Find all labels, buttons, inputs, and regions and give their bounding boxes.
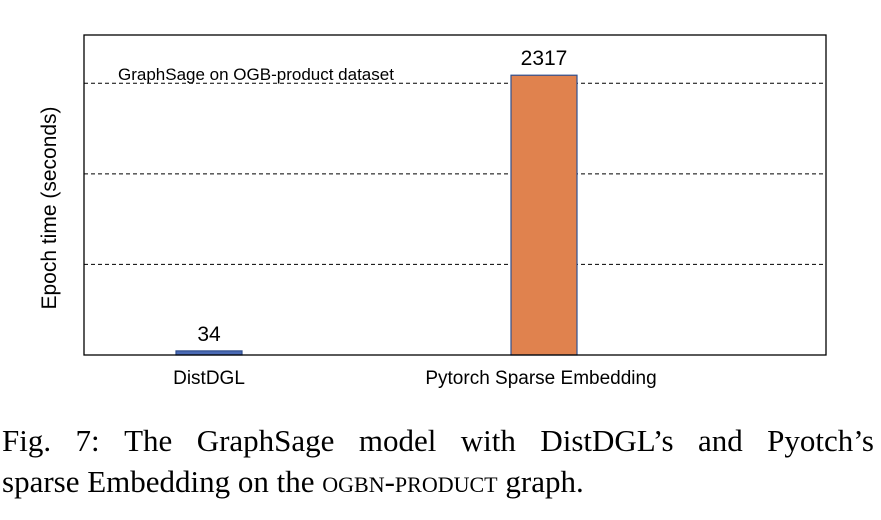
gridlines (84, 82, 826, 265)
caption-line-1: Fig. 7: The GraphSage model with DistDGL’s and P… (2, 420, 874, 461)
caption-word: DistDGL’s (540, 423, 674, 458)
category-label-1: DistDGL (173, 368, 245, 389)
caption-word: 7: (75, 423, 100, 458)
caption-word: Pyotch’s (767, 423, 874, 458)
caption-word: The (124, 423, 173, 458)
caption-word: Fig. (2, 423, 52, 458)
plot-frame (83, 34, 827, 356)
caption-line-2: sparse Embedding on the ogbn-product gra… (2, 461, 874, 502)
y-axis-label: Epoch time (seconds) (38, 106, 61, 309)
figure-caption: Fig. 7: The GraphSage model with DistDGL’s and P… (2, 420, 874, 502)
caption-dataset-name: ogbn-product (322, 464, 498, 499)
caption-text-before: sparse Embedding on the (2, 464, 323, 499)
caption-text-after: graph. (497, 464, 584, 499)
data-labels: 34 2317 (197, 47, 567, 346)
data-label-1: 34 (197, 323, 221, 346)
caption-word: GraphSage (196, 423, 335, 458)
bar-chart: GraphSage on OGB-product dataset Epoch t… (38, 34, 827, 389)
caption-word: and (697, 423, 743, 458)
category-tick-labels: DistDGL Pytorch Sparse Embedding (173, 368, 657, 389)
bar-2 (510, 74, 578, 356)
caption-word: with (460, 423, 516, 458)
chart-title: GraphSage on OGB-product dataset (118, 65, 394, 84)
caption-word: model (358, 423, 437, 458)
bars (175, 74, 578, 356)
data-label-2: 2317 (521, 47, 568, 70)
category-label-2: Pytorch Sparse Embedding (425, 368, 656, 389)
